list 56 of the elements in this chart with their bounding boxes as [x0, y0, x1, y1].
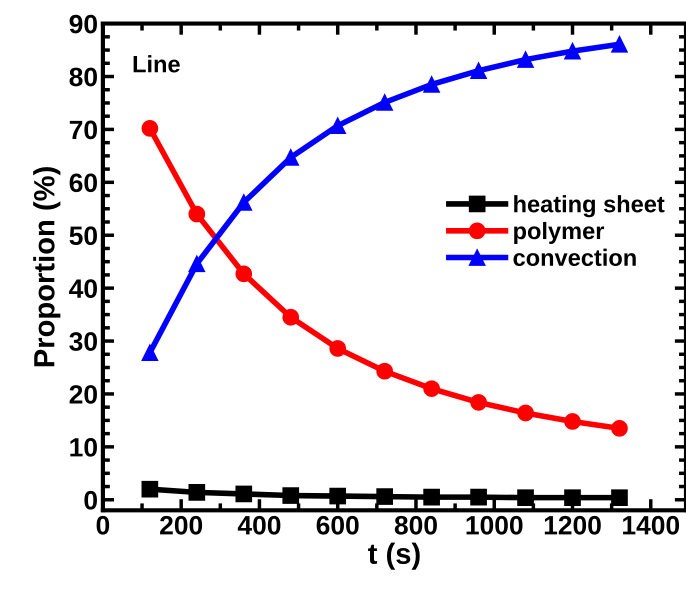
point [517, 404, 534, 422]
point [470, 488, 487, 506]
x-tick-label: 400 [238, 516, 280, 535]
y-tick-label: 60 [70, 173, 97, 192]
point [517, 51, 534, 68]
legend-label: convection [513, 248, 636, 266]
point [282, 308, 300, 326]
y-tick-label: 50 [70, 226, 97, 246]
legend-label: polymer [514, 222, 604, 244]
point [470, 394, 487, 411]
point [423, 380, 440, 397]
y-tick-label: 90 [70, 14, 97, 34]
point [423, 488, 440, 506]
x-tick-label: 0 [96, 516, 110, 535]
y-tick-label: 30 [69, 332, 97, 351]
y-tick-label: 10 [70, 438, 97, 457]
point [423, 76, 440, 93]
x-tick-label: 800 [394, 516, 437, 535]
point [142, 120, 158, 137]
point [142, 480, 158, 498]
x-tick-label: 1200 [544, 516, 601, 535]
y-axis-title: Proportion (%) [33, 167, 60, 366]
x-tick-label: 200 [160, 516, 202, 535]
point [188, 484, 206, 501]
point [376, 362, 393, 380]
point [282, 487, 300, 504]
point [142, 344, 158, 362]
point [611, 36, 628, 53]
point [564, 42, 581, 60]
y-tick-label: 0 [84, 490, 97, 510]
x-tick-label: 1000 [466, 516, 523, 535]
point [188, 255, 206, 272]
point [517, 489, 534, 506]
point [235, 266, 252, 282]
point [611, 420, 628, 437]
y-tick-label: 20 [70, 385, 97, 404]
point [564, 413, 581, 430]
point [611, 489, 628, 506]
point [188, 206, 206, 222]
x-tick-label: 1400 [623, 516, 680, 535]
legend-label: heating sheet [514, 195, 664, 218]
point [470, 62, 487, 80]
point [376, 488, 393, 505]
point [235, 486, 252, 502]
point [329, 488, 346, 504]
point [564, 489, 581, 506]
annotation: Line [134, 55, 180, 73]
y-tick-label: 40 [69, 279, 97, 298]
x-tick-label: 600 [316, 516, 359, 535]
y-tick-label: 70 [70, 120, 97, 140]
point [329, 340, 346, 357]
y-tick-label: 80 [70, 68, 97, 86]
point [376, 94, 393, 111]
point [235, 194, 252, 211]
point [329, 117, 346, 134]
x-axis-title: t (s) [368, 542, 420, 570]
